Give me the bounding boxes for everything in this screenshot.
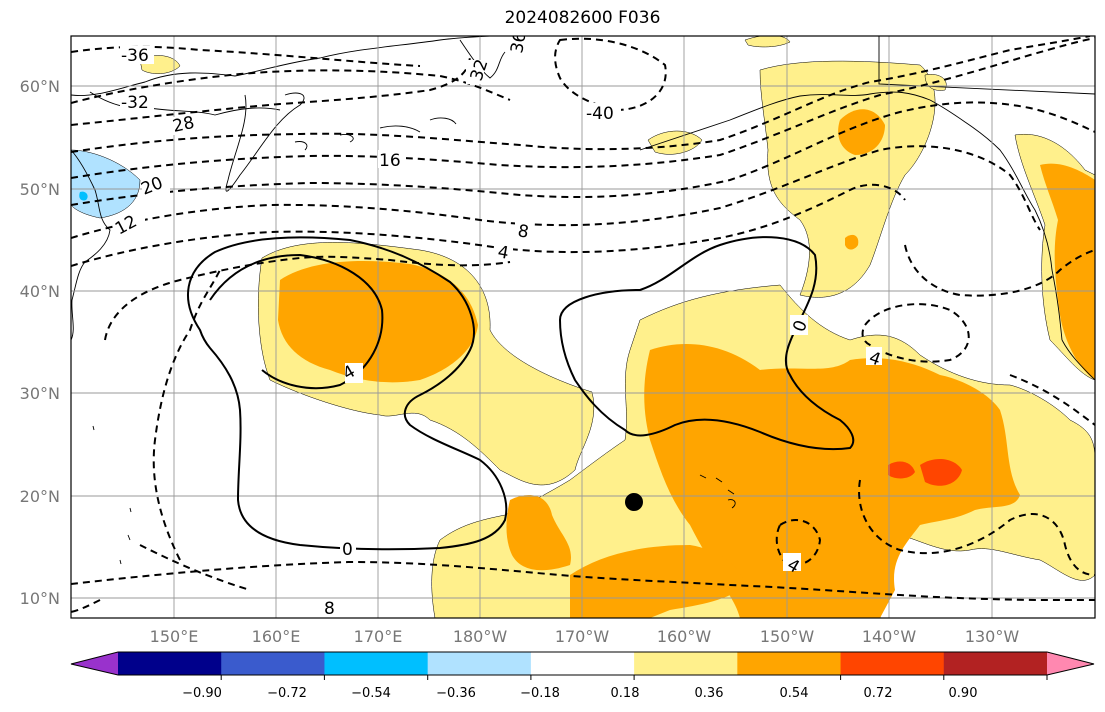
colorbar-tick-label: 0.54 bbox=[780, 686, 809, 701]
contour-label: -32 bbox=[121, 93, 149, 113]
contour-label: 8 bbox=[324, 599, 335, 619]
contour-label: 4 bbox=[496, 242, 510, 264]
anomaly-fill-red bbox=[888, 458, 962, 486]
colorbar-tick-label: 0.36 bbox=[695, 686, 724, 701]
lat-tick-label: 60°N bbox=[20, 77, 60, 96]
height-contours bbox=[71, 36, 1095, 613]
longitude-tick-labels: 150°E 160°E 170°E 180°W 170°W 160°W 150°… bbox=[150, 627, 1020, 646]
lat-tick-label: 40°N bbox=[20, 282, 60, 301]
colorbar-segment bbox=[737, 652, 842, 675]
colorbar-ticks bbox=[220, 675, 1048, 680]
lon-tick-label: 130°W bbox=[965, 627, 1020, 646]
lat-tick-label: 30°N bbox=[20, 384, 60, 403]
colorbar-tick-label: 0.90 bbox=[949, 686, 978, 701]
colorbar-segment bbox=[118, 652, 222, 675]
contour-label: 36 bbox=[507, 30, 530, 55]
colorbar-segment bbox=[221, 652, 326, 675]
storm-center-marker bbox=[625, 493, 643, 511]
gridlines bbox=[71, 36, 1095, 618]
lon-tick-label: 150°W bbox=[760, 627, 815, 646]
colorbar-tick-label: −0.36 bbox=[436, 686, 476, 701]
lon-tick-label: 170°W bbox=[555, 627, 610, 646]
lon-tick-label: 180°W bbox=[453, 627, 508, 646]
lon-tick-label: 160°W bbox=[657, 627, 712, 646]
contour-label: 0 bbox=[342, 540, 353, 560]
contour-label: 16 bbox=[379, 151, 401, 171]
colorbar-tick-label: 0.72 bbox=[864, 686, 893, 701]
latitude-tick-labels: 10°N 20°N 30°N 40°N 50°N 60°N bbox=[20, 77, 60, 608]
colorbar-tick-label: −0.72 bbox=[267, 686, 307, 701]
lon-tick-label: 170°E bbox=[354, 627, 403, 646]
contour-label: 28 bbox=[171, 113, 196, 137]
colorbar-segment bbox=[943, 652, 1048, 675]
lon-tick-label: 160°E bbox=[252, 627, 301, 646]
contour-label: 8 bbox=[516, 221, 530, 243]
colorbar-segment bbox=[530, 652, 635, 675]
map-title: 2024082600 F036 bbox=[504, 8, 661, 28]
colorbar-segment bbox=[634, 652, 738, 675]
colorbar: −0.90 −0.72 −0.54 −0.36 −0.18 0.18 0.36 … bbox=[70, 651, 1095, 701]
colorbar-tick-labels: −0.90 −0.72 −0.54 −0.36 −0.18 0.18 0.36 … bbox=[182, 686, 977, 701]
map-panel: -36 36 32 -32 28 -40 16 20 12 8 4 4 0 bbox=[71, 30, 1095, 619]
colorbar-tick-label: −0.54 bbox=[351, 686, 391, 701]
colorbar-segment bbox=[324, 652, 429, 675]
colorbar-extend-low bbox=[71, 652, 118, 675]
colorbar-segment bbox=[427, 652, 532, 675]
colorbar-segment bbox=[840, 652, 945, 675]
contour-label: -40 bbox=[586, 104, 614, 124]
colorbar-tick-label: −0.18 bbox=[520, 686, 560, 701]
coastlines bbox=[71, 36, 1095, 565]
colorbar-extend-high bbox=[1047, 652, 1094, 675]
colorbar-tick-label: 0.18 bbox=[611, 686, 640, 701]
colorbar-segments bbox=[71, 652, 1094, 675]
lat-tick-label: 50°N bbox=[20, 180, 60, 199]
contour-label: -36 bbox=[121, 46, 149, 66]
colorbar-tick-label: −0.90 bbox=[182, 686, 222, 701]
lat-tick-label: 20°N bbox=[20, 487, 60, 506]
lon-tick-label: 140°W bbox=[862, 627, 917, 646]
anomaly-fill-blue bbox=[71, 149, 141, 219]
lon-tick-label: 150°E bbox=[150, 627, 199, 646]
lat-tick-label: 10°N bbox=[20, 589, 60, 608]
map-border bbox=[70, 35, 1096, 619]
colorbar-outline bbox=[70, 651, 1095, 676]
